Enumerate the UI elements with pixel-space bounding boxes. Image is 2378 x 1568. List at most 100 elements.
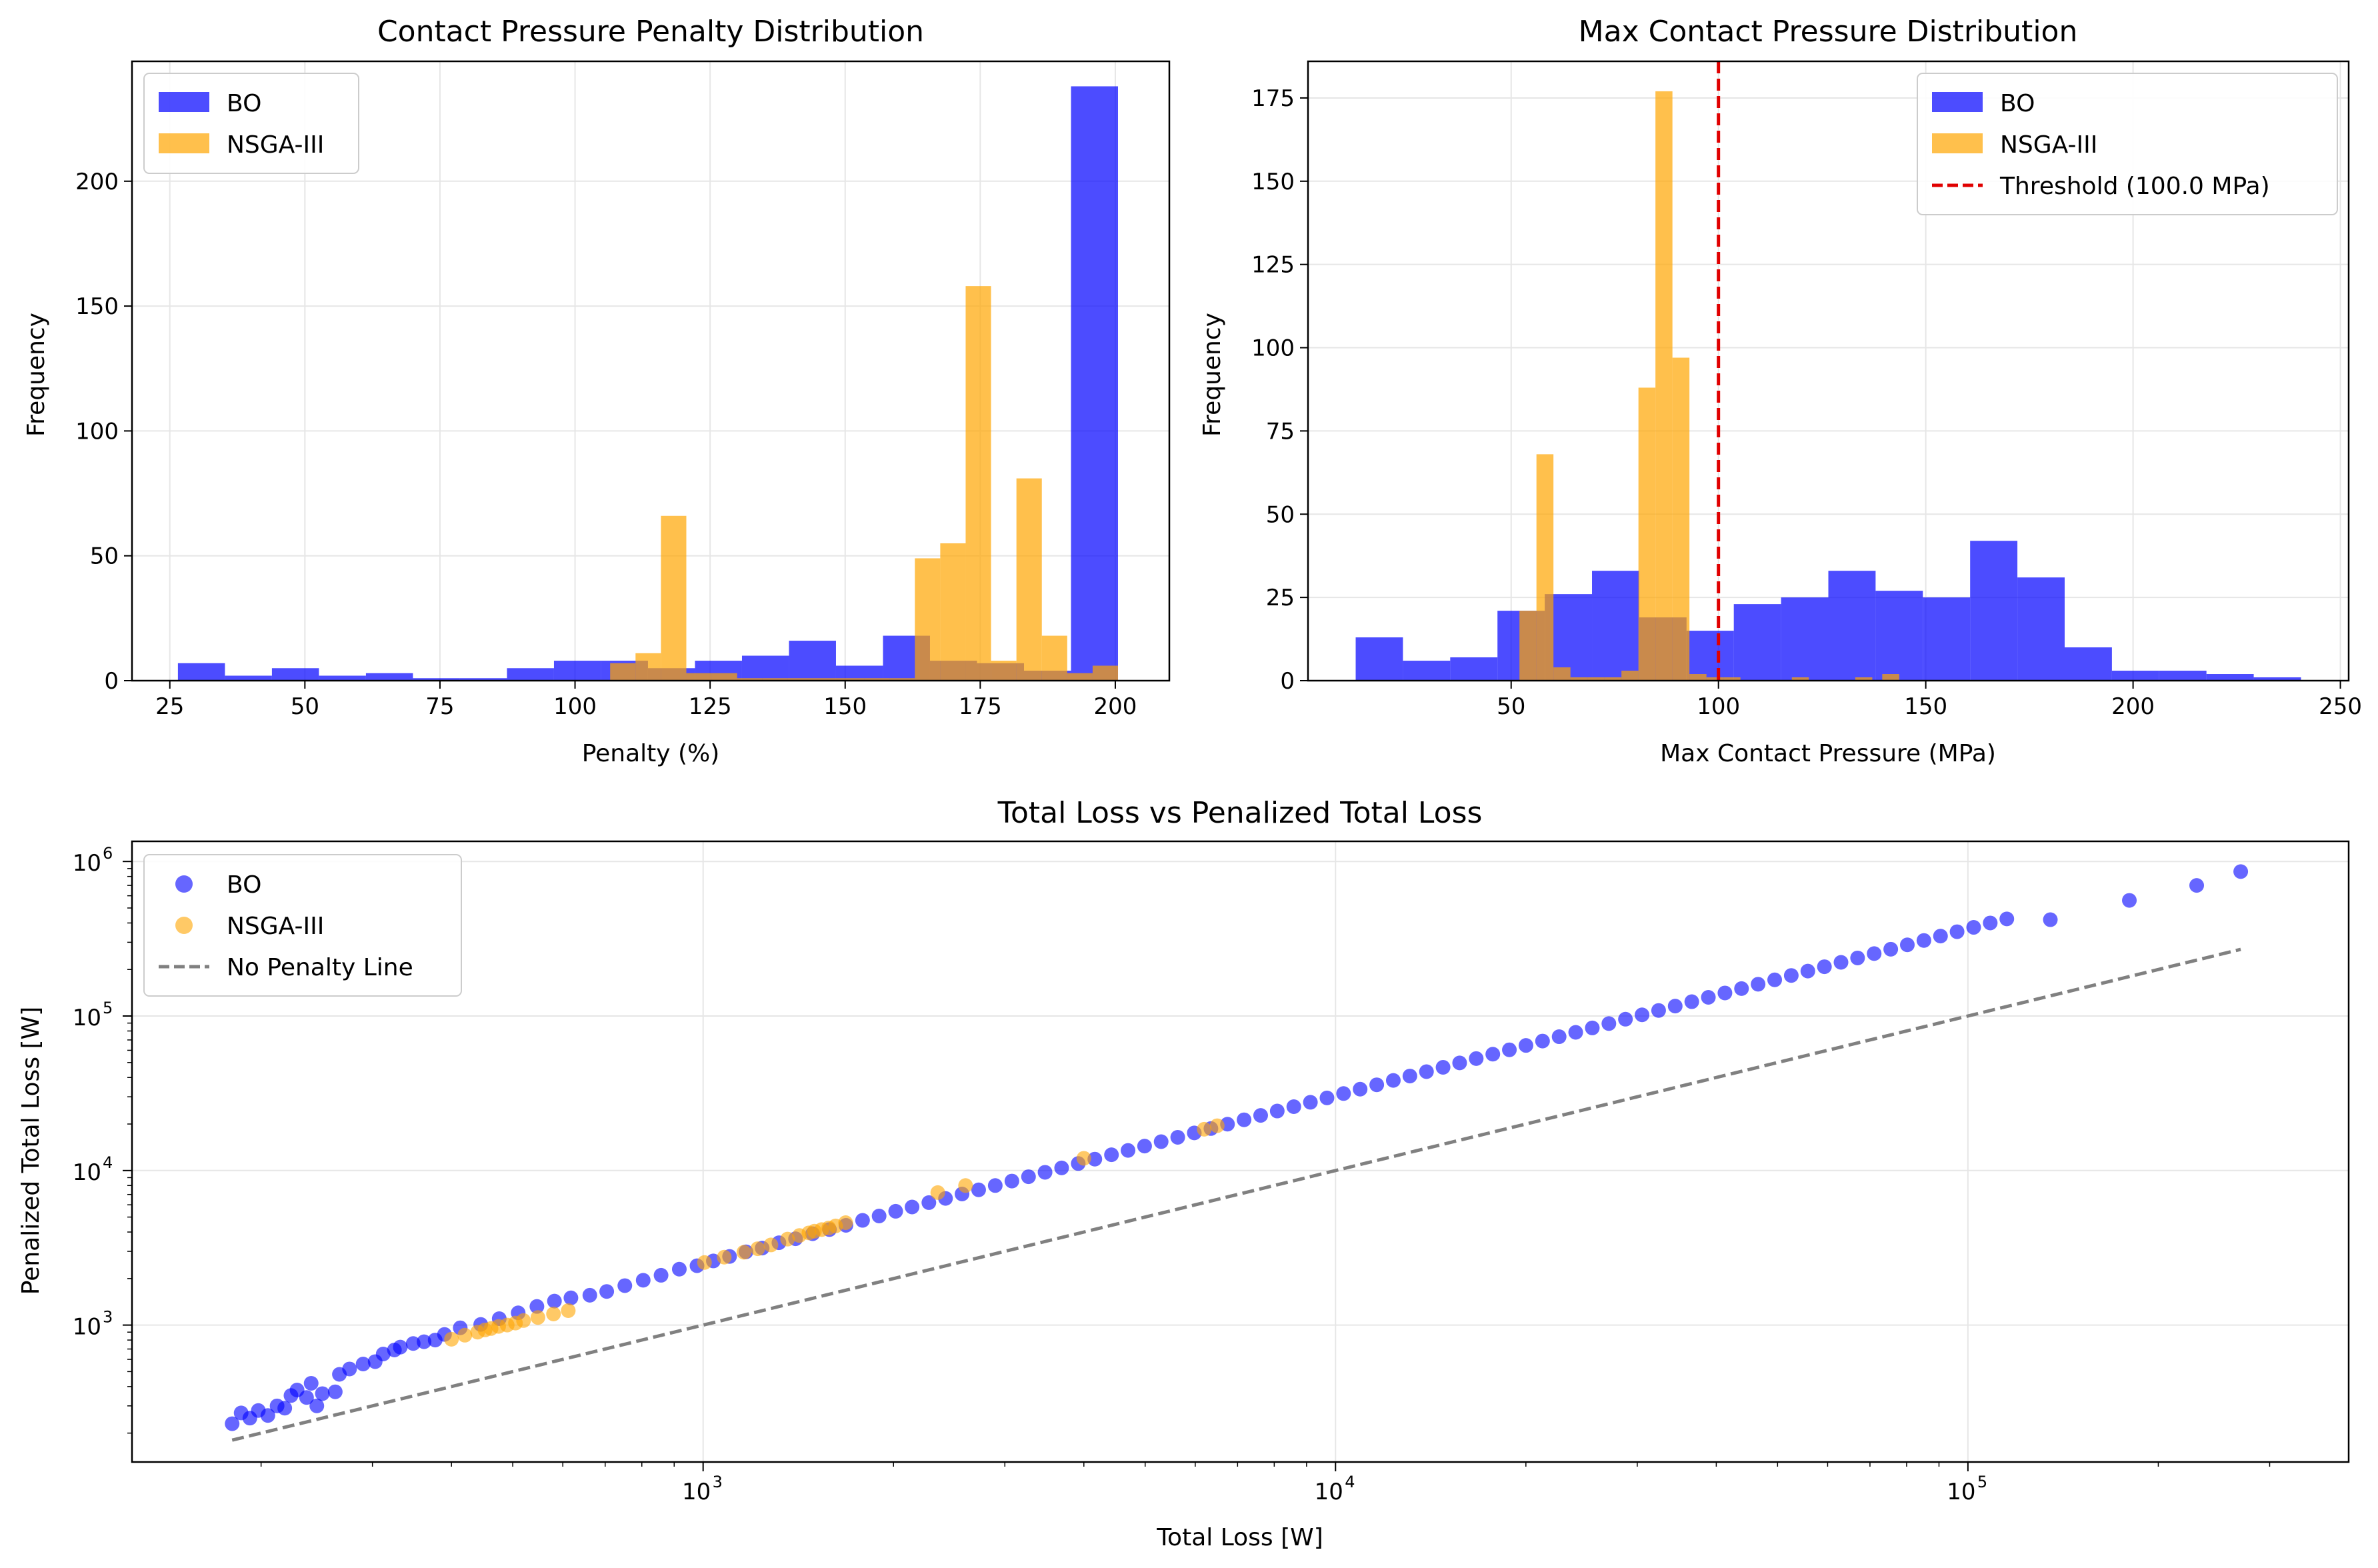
penalty-bo-bar [459,678,507,681]
penalty-x-tick-label: 75 [425,693,454,720]
penalty-nsga-bar [1092,665,1119,681]
loss-bo-point [1651,1003,1666,1018]
loss-bo-point [971,1182,986,1197]
loss-nsga-point [457,1327,473,1343]
loss-bo-point [1502,1042,1517,1057]
max-pressure-nsga-bar [1587,677,1605,681]
loss-bo-point [635,1273,651,1288]
loss-bo-point [1385,1073,1401,1088]
penalty-histogram-axes: Contact Pressure Penalty Distribution Pe… [23,15,1171,767]
loss-nsga-point [546,1306,561,1321]
max-pressure-x-tick-label: 100 [1697,693,1740,720]
loss-x-tick-label: 10 [682,1479,711,1505]
penalty-nsga-bar [839,678,865,681]
max-pressure-bo-bar [1686,631,1734,681]
penalty-x-tick-label: 200 [1094,693,1137,720]
penalty-bo-bar [1071,86,1119,681]
loss-bo-point [1701,990,1716,1005]
loss-nsga-point [530,1310,545,1325]
loss-bo-point [1850,950,1865,965]
penalty-nsga-bar [965,286,991,681]
penalty-x-tick-label: 125 [689,693,732,720]
max-pressure-bo-bar [1970,541,2018,681]
max-pressure-x-tick-label: 250 [2319,693,2362,720]
loss-nsga-point [697,1255,712,1270]
loss-bo-point [1767,972,1783,987]
loss-y-tick-exponent: 4 [103,1153,113,1172]
penalty-x-tick-label: 25 [155,693,184,720]
max-pressure-legend-box [1917,73,2338,215]
loss-nsga-point [717,1249,732,1265]
max-pressure-y-tick-label: 150 [1251,169,1295,195]
loss-scatter-axes: Total Loss vs Penalized Total Loss Total… [17,796,2350,1551]
loss-bo-point [1518,1038,1533,1053]
penalty-x-tick-label: 175 [959,693,1002,720]
penalty-nsga-bar [635,653,661,681]
loss-bo-point [417,1334,432,1349]
loss-bo-point [1435,1059,1451,1075]
loss-nsga-point [750,1241,765,1257]
loss-bo-point [1601,1016,1617,1031]
loss-nsga-point [444,1331,459,1347]
penalty-y-tick-label: 200 [75,169,119,195]
loss-legend-nsga-label: NSGA-III [227,913,324,940]
loss-bo-point [299,1390,314,1405]
max-pressure-y-tick-label: 0 [1280,668,1295,695]
loss-bo-point [327,1384,343,1399]
penalty-nsga-bar [915,558,941,681]
loss-bo-point [1916,933,1931,948]
penalty-legend-nsga-swatch [159,133,209,153]
max-pressure-bo-bar [1875,591,1923,681]
penalty-x-tick-label: 150 [823,693,867,720]
max-pressure-nsga-bar [1655,91,1673,681]
penalty-x-tick-label: 100 [553,693,597,720]
loss-bo-point [1817,959,1832,975]
penalty-chart-title: Contact Pressure Penalty Distribution [377,15,924,49]
penalty-nsga-bar [610,663,636,681]
loss-bo-point [1551,1029,1567,1045]
loss-bo-point [871,1208,887,1223]
loss-nsga-point [1197,1121,1212,1137]
max-pressure-bo-bar [1450,657,1498,681]
loss-bo-point [1319,1090,1335,1105]
loss-bo-point [1269,1103,1285,1119]
loss-bo-point [1635,1007,1650,1023]
max-pressure-x-tick-label: 150 [1904,693,1947,720]
loss-bo-point [671,1261,687,1277]
penalty-bo-bar [553,661,601,681]
loss-legend-bo-swatch [175,875,193,893]
loss-bo-point [1999,911,2015,927]
max-pressure-nsga-bar [1553,667,1571,681]
penalty-legend-nsga-label: NSGA-III [227,131,324,159]
max-pressure-legend-nsga-label: NSGA-III [2000,131,2097,159]
max-pressure-bo-bar [1781,597,1829,681]
loss-bo-point [1153,1134,1169,1149]
max-pressure-nsga-bar [1791,677,1809,681]
penalty-y-tick-label: 150 [75,293,119,320]
loss-bo-point [1883,941,1899,957]
penalty-y-tick-label: 50 [90,543,119,570]
loss-bo-point [1933,929,1948,944]
loss-bo-point [1966,920,1981,935]
loss-bo-point [905,1199,920,1215]
penalty-bo-bar [177,663,225,681]
max-pressure-y-axis-label: Frequency [1199,313,1226,437]
loss-x-tick-exponent: 4 [1345,1473,1355,1491]
loss-bo-point [1021,1169,1036,1185]
loss-bo-point [1253,1108,1268,1123]
loss-bo-point [1369,1077,1385,1093]
loss-bo-point [1353,1081,1368,1097]
max-pressure-bo-bar [1403,661,1451,681]
loss-plot-frame [131,840,2350,1463]
loss-bo-point [599,1284,615,1299]
penalty-nsga-bar [864,678,890,681]
loss-bo-point [309,1398,325,1413]
loss-bo-point [1684,994,1699,1009]
max-pressure-nsga-bar [1855,677,1873,681]
max-pressure-nsga-bar [1570,677,1588,681]
loss-legend-nsga-swatch [175,917,193,934]
penalty-y-tick-label: 100 [75,418,119,445]
penalty-y-axis-label: Frequency [23,313,50,437]
max-pressure-y-tick-label: 75 [1266,418,1295,445]
